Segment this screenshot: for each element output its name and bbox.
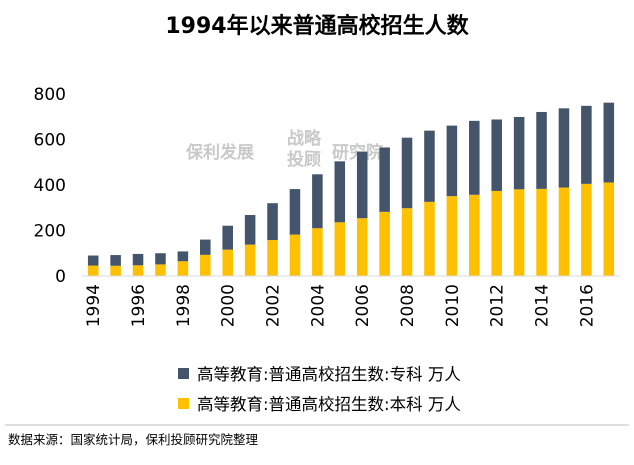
bar-benke-2009 [424,201,435,276]
source-note: 数据来源：国家统计局，保利投顾研究院整理 [8,432,259,447]
chart-title: 1994年以来普通高校招生人数 [165,13,469,39]
bar-benke-2003 [289,234,301,276]
bar-benke-2006 [356,218,368,276]
y-axis-ticks: 0 200 400 600 800 [34,85,66,287]
x-tick-label-1996: 1996 [129,284,149,327]
bar-benke-2015 [558,187,570,276]
bar-zhuanke-2016 [581,105,592,184]
bar-benke-2011 [469,194,480,276]
bar-zhuanke-1996 [132,253,144,266]
bar-benke-1998 [177,261,189,276]
bar-zhuanke-2005 [334,161,346,223]
bar-benke-2012 [491,190,502,276]
bar-benke-2017 [603,182,615,276]
bar-zhuanke-2011 [469,120,480,195]
x-tick-label-2008: 2008 [398,284,418,327]
bar-zhuanke-2006 [356,151,368,219]
x-tick-label-2004: 2004 [308,284,328,327]
bar-benke-2005 [334,222,346,276]
bar-benke-2014 [536,188,547,276]
x-tick-label-2016: 2016 [577,284,597,327]
legend-label-benke: 高等教育:普通高校招生数:本科 万人 [197,395,461,414]
bar-zhuanke-1995 [110,255,121,266]
legend: 高等教育:普通高校招生数:专科 万人 高等教育:普通高校招生数:本科 万人 [178,365,461,414]
bar-benke-1995 [110,265,121,276]
x-tick-label-2014: 2014 [533,284,553,327]
bar-zhuanke-1997 [155,253,166,265]
bar-benke-2001 [244,244,256,276]
y-tick-label-600: 600 [34,131,66,151]
watermark-text-left: 保利发展 [185,142,254,163]
x-tick-label-2002: 2002 [264,284,284,327]
bar-zhuanke-2010 [446,125,458,197]
watermark: 保利发展 战略 投顾 研究院 [185,128,383,170]
bars-group [87,102,615,276]
y-tick-label-400: 400 [34,176,66,196]
bar-benke-2013 [513,189,525,276]
x-tick-label-2000: 2000 [219,284,239,327]
bar-zhuanke-1999 [200,239,211,255]
bar-zhuanke-2015 [558,108,570,188]
bar-zhuanke-2004 [312,174,323,229]
bar-zhuanke-2014 [536,111,547,189]
bar-zhuanke-1994 [87,255,99,266]
bar-zhuanke-1998 [177,251,189,262]
y-tick-label-200: 200 [34,222,66,242]
bar-benke-2007 [379,211,390,276]
bar-zhuanke-2009 [424,130,435,202]
bar-benke-1999 [200,254,211,276]
y-tick-label-0: 0 [55,267,66,287]
bar-zhuanke-2002 [267,203,278,241]
x-tick-label-1994: 1994 [84,284,104,327]
bar-zhuanke-2007 [379,147,390,212]
bar-zhuanke-2013 [513,116,525,190]
x-tick-label-2006: 2006 [353,284,373,327]
bar-benke-1997 [155,264,166,276]
bar-benke-2004 [312,228,323,276]
bar-zhuanke-2000 [222,225,233,250]
legend-swatch-zhuanke [178,368,189,379]
x-tick-label-2012: 2012 [488,284,508,327]
legend-swatch-benke [178,398,189,409]
watermark-text-middle-top: 战略 [287,128,322,149]
bar-benke-2002 [267,240,278,276]
bar-benke-1996 [132,265,144,276]
bar-zhuanke-2017 [603,102,615,183]
bar-benke-2016 [581,183,592,276]
bar-zhuanke-2001 [244,215,256,245]
bar-zhuanke-2003 [289,189,301,235]
x-axis-ticks: 1994 1996 1998 2000 2002 2004 2006 2008 2010 2012… [84,284,597,327]
x-tick-label-1998: 1998 [174,284,194,327]
x-tick-label-2010: 2010 [443,284,463,327]
bar-zhuanke-2008 [401,137,413,209]
watermark-text-middle-bottom: 投顾 [287,149,321,170]
bar-benke-2010 [446,196,458,276]
legend-label-zhuanke: 高等教育:普通高校招生数:专科 万人 [197,365,461,384]
bar-benke-1994 [87,265,99,276]
bar-benke-2000 [222,249,233,276]
bar-zhuanke-2012 [491,119,502,191]
y-tick-label-800: 800 [34,85,66,105]
bar-benke-2008 [401,208,413,276]
